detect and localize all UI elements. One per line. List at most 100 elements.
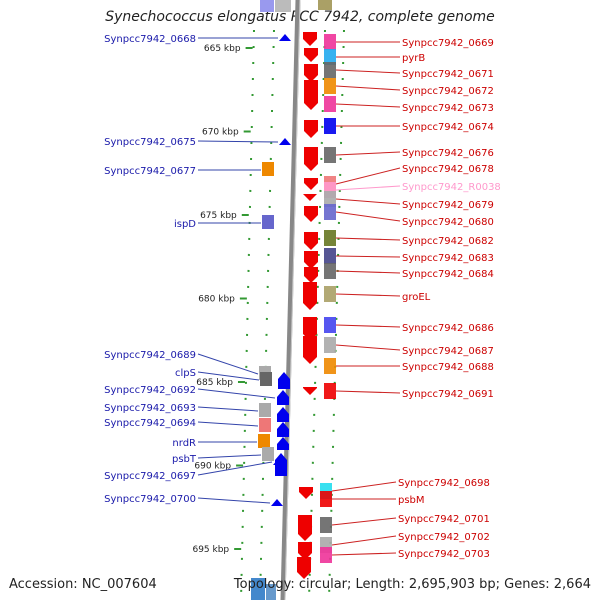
forward-gene-arrow [277,390,289,405]
right-gene-label: Synpcc7942_0683 [402,253,494,264]
right-gene-box [320,547,332,563]
scale-tick-label: 695 kbp [192,545,229,555]
reverse-gene-arrow [303,317,317,341]
left-gene-label: Synpcc7942_0694 [104,418,196,429]
right-gene-box [324,204,336,220]
partial-gene [266,584,276,600]
right-gene-leader [335,270,401,274]
scale-tick-label: 690 kbp [194,462,231,472]
partial-gene [275,0,291,12]
right-gene-box [324,34,336,50]
right-gene-label: Synpcc7942_0680 [402,217,494,228]
left-gene-label: Synpcc7942_0675 [104,137,196,148]
scale-tick-label: 675 kbp [200,211,237,221]
left-gene-leader [197,454,262,459]
scale-tick-label: 665 kbp [204,44,241,54]
right-gene-label: Synpcc7942_0669 [402,38,494,49]
right-gene-leader [335,237,401,241]
right-gene-label: Synpcc7942_0688 [402,362,494,373]
right-gene-leader [335,255,401,258]
genome-backbone [280,0,301,600]
left-gene-label: psbT [172,454,197,465]
left-gene-box [259,403,271,417]
left-gene-leader [197,140,279,143]
left-gene-box [260,372,272,386]
right-gene-box [320,491,332,507]
right-gene-box [324,248,336,264]
left-gene-leader [197,421,259,427]
reverse-gene-arrow [303,336,317,364]
track-dots [240,29,255,600]
left-gene-label: Synpcc7942_0693 [104,403,196,414]
right-gene-label: Synpcc7942_0687 [402,346,494,357]
right-gene-leader [335,293,401,297]
reverse-gene-arrow [304,120,318,138]
track-dots [308,29,326,600]
reverse-gene-arrow [304,48,318,62]
right-gene-leader [335,390,401,394]
forward-gene-arrow [277,437,289,450]
right-gene-box [320,517,332,533]
right-gene-box [324,337,336,353]
right-gene-label: Synpcc7942_0684 [402,269,494,280]
right-gene-label: Synpcc7942_0673 [402,103,494,114]
scale-tick-label: 670 kbp [202,128,239,138]
right-gene-box [324,62,336,78]
topology-label: Topology: circular; Length: 2,695,903 bp… [233,577,591,592]
right-gene-leader [331,535,397,546]
right-gene-box [324,191,336,207]
left-gene-box [259,418,271,432]
left-gene-label: Synpcc7942_0677 [104,166,196,177]
forward-gene-arrow [277,422,289,437]
right-gene-label: Synpcc7942_0686 [402,323,494,334]
right-gene-box [324,118,336,134]
reverse-gene-arrow [303,282,317,310]
reverse-gene-arrow [303,387,317,395]
right-gene-label: Synpcc7942_0672 [402,86,494,97]
genome-backbone-highlight [284,0,301,600]
right-gene-box [324,317,336,333]
left-gene-label: clpS [175,368,196,379]
left-gene-label: Synpcc7942_0668 [104,34,196,45]
right-gene-label: Synpcc7942_0703 [398,549,490,560]
reverse-gene-arrow [299,487,313,499]
left-gene-box [262,447,274,461]
right-gene-leader [335,85,401,91]
scale-tick-label: 685 kbp [196,378,233,388]
reverse-gene-arrow [304,251,318,269]
partial-gene [251,578,265,600]
forward-gene-arrow [278,372,290,389]
left-gene-label: nrdR [172,438,196,449]
right-gene-leader [335,167,401,185]
forward-gene-arrow [277,407,289,422]
partial-gene [260,0,274,12]
left-gene-leader [197,406,259,412]
right-gene-box [324,78,336,94]
right-gene-leader [331,517,397,526]
left-gene-label: Synpcc7942_0700 [104,494,196,505]
left-gene-leader [197,371,260,381]
right-gene-label: Synpcc7942_0698 [398,478,490,489]
right-gene-label: Synpcc7942_0702 [398,532,490,543]
left-gene-box [258,434,270,448]
left-gene-box [262,215,274,229]
reverse-gene-arrow [304,178,318,190]
reverse-gene-arrow [304,80,318,110]
forward-gene-arrow [279,34,291,41]
right-gene-leader [331,552,397,556]
right-gene-leader [331,481,397,492]
right-gene-box [324,263,336,279]
track-dots [328,29,345,600]
right-gene-leader [335,344,401,351]
right-gene-box [324,96,336,112]
left-gene-leader [197,353,259,375]
accession-label: Accession: NC_007604 [9,577,157,592]
forward-gene-arrow [275,453,287,476]
right-gene-label: Synpcc7942_0674 [402,122,494,133]
right-gene-leader [335,69,401,74]
left-gene-label: Synpcc7942_0697 [104,471,196,482]
reverse-gene-arrow [304,147,318,171]
left-gene-leader [197,497,271,504]
reverse-gene-arrow [304,232,318,250]
right-gene-label: pyrB [402,53,425,64]
